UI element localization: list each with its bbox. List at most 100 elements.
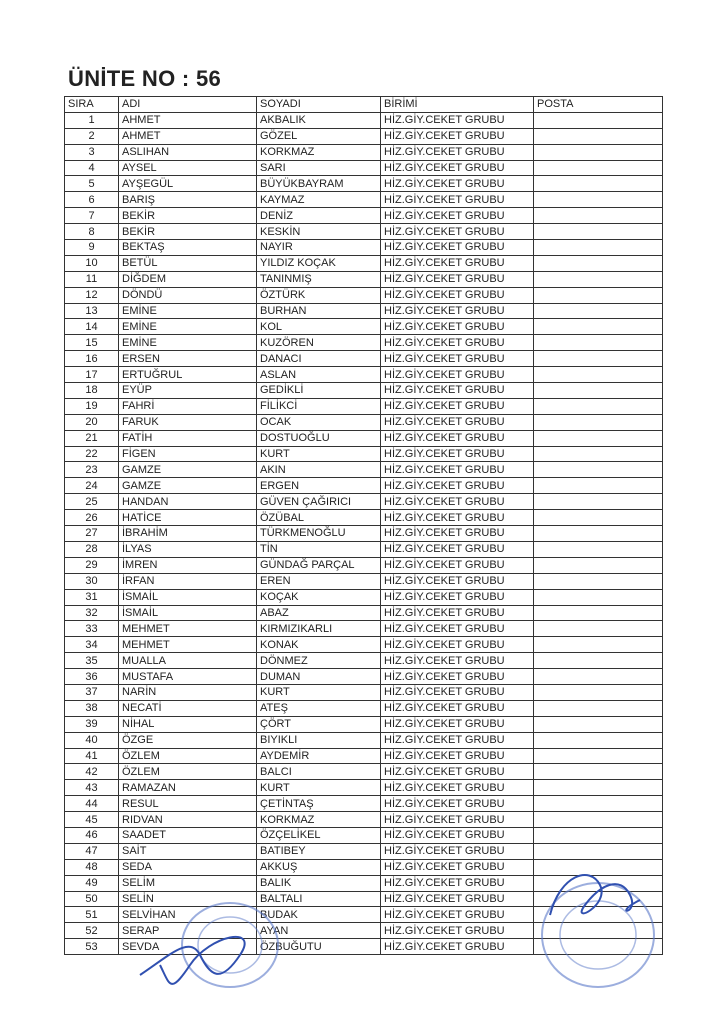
soyadi-cell: KOL (256, 318, 381, 336)
sira-cell: 31 (64, 588, 119, 606)
soyadi-cell: SARI (256, 159, 381, 177)
posta-cell (533, 604, 663, 622)
soyadi-cell: ASLAN (256, 366, 381, 384)
posta-cell (533, 906, 663, 924)
posta-cell (533, 429, 663, 447)
birimi-cell: HİZ.GİY.CEKET GRUBU (380, 191, 534, 209)
sira-cell: 29 (64, 556, 119, 574)
sira-cell: 5 (64, 175, 119, 193)
posta-cell (533, 747, 663, 765)
adi-cell: GAMZE (118, 461, 257, 479)
sira-cell: 50 (64, 890, 119, 908)
soyadi-cell: AYAN (256, 922, 381, 940)
sira-cell: 41 (64, 747, 119, 765)
table-row: 8 BEKİR KESKİN HİZ.GİY.CEKET GRUBU (64, 223, 663, 241)
posta-cell (533, 254, 663, 272)
adi-cell: SELİN (118, 890, 257, 908)
birimi-cell: HİZ.GİY.CEKET GRUBU (380, 445, 534, 463)
adi-cell: SELİM (118, 874, 257, 892)
posta-cell (533, 302, 663, 320)
sira-cell: 47 (64, 842, 119, 860)
table-row: 3 ASLIHAN KORKMAZ HİZ.GİY.CEKET GRUBU (64, 143, 663, 161)
birimi-cell: HİZ.GİY.CEKET GRUBU (380, 731, 534, 749)
birimi-cell: HİZ.GİY.CEKET GRUBU (380, 540, 534, 558)
soyadi-cell: NAYIR (256, 239, 381, 256)
posta-cell (533, 397, 663, 415)
table-row: 27 İBRAHİM TÜRKMENOĞLU HİZ.GİY.CEKET GRUBU (64, 525, 663, 542)
adi-cell: NİHAL (118, 715, 257, 733)
header-posta: POSTA (533, 96, 663, 113)
soyadi-cell: DÖNMEZ (256, 652, 381, 670)
posta-cell (533, 509, 663, 527)
adi-cell: EYÜP (118, 382, 257, 399)
posta-cell (533, 413, 663, 431)
posta-cell (533, 540, 663, 558)
table-row: 6 BARIŞ KAYMAZ HİZ.GİY.CEKET GRUBU (64, 191, 663, 209)
posta-cell (533, 445, 663, 463)
posta-cell (533, 556, 663, 574)
soyadi-cell: DANACI (256, 350, 381, 368)
table-row: 25 HANDAN GÜVEN ÇAĞIRICI HİZ.GİY.CEKET GRUB… (64, 493, 663, 511)
birimi-cell: HİZ.GİY.CEKET GRUBU (380, 572, 534, 590)
soyadi-cell: AKIN (256, 461, 381, 479)
soyadi-cell: DOSTUOĞLU (256, 429, 381, 447)
sira-cell: 15 (64, 334, 119, 352)
table-row: 12 DÖNDÜ ÖZTÜRK HİZ.GİY.CEKET GRUBU (64, 286, 663, 304)
soyadi-cell: KUZÖREN (256, 334, 381, 352)
table-row: 41 ÖZLEM AYDEMİR HİZ.GİY.CEKET GRUBU (64, 747, 663, 765)
soyadi-cell: KONAK (256, 636, 381, 654)
soyadi-cell: KURT (256, 683, 381, 701)
sira-cell: 27 (64, 525, 119, 542)
sira-cell: 16 (64, 350, 119, 368)
table-row: 38 NECATİ ATEŞ HİZ.GİY.CEKET GRUBU (64, 699, 663, 717)
posta-cell (533, 874, 663, 892)
sira-cell: 18 (64, 382, 119, 399)
table-row: 5 AYŞEGÜL BÜYÜKBAYRAM HİZ.GİY.CEKET GRUBU (64, 175, 663, 193)
table-row: 11 DİĞDEM TANINMIŞ HİZ.GİY.CEKET GRUBU (64, 270, 663, 288)
soyadi-cell: KORKMAZ (256, 811, 381, 828)
birimi-cell: HİZ.GİY.CEKET GRUBU (380, 683, 534, 701)
table-row: 31 İSMAİL KOÇAK HİZ.GİY.CEKET GRUBU (64, 588, 663, 606)
birimi-cell: HİZ.GİY.CEKET GRUBU (380, 890, 534, 908)
soyadi-cell: KAYMAZ (256, 191, 381, 209)
birimi-cell: HİZ.GİY.CEKET GRUBU (380, 429, 534, 447)
sira-cell: 34 (64, 636, 119, 654)
sira-cell: 42 (64, 763, 119, 781)
posta-cell (533, 207, 663, 225)
posta-cell (533, 938, 663, 956)
soyadi-cell: BATIBEY (256, 842, 381, 860)
birimi-cell: HİZ.GİY.CEKET GRUBU (380, 143, 534, 161)
adi-cell: MEHMET (118, 636, 257, 654)
adi-cell: MEHMET (118, 620, 257, 638)
adi-cell: SAADET (118, 826, 257, 844)
soyadi-cell: KURT (256, 445, 381, 463)
adi-cell: ÖZGE (118, 731, 257, 749)
sira-cell: 33 (64, 620, 119, 638)
posta-cell (533, 842, 663, 860)
sira-cell: 7 (64, 207, 119, 225)
adi-cell: İRFAN (118, 572, 257, 590)
soyadi-cell: KOÇAK (256, 588, 381, 606)
sira-cell: 30 (64, 572, 119, 590)
adi-cell: İBRAHİM (118, 525, 257, 542)
adi-cell: ASLIHAN (118, 143, 257, 161)
adi-cell: SEDA (118, 858, 257, 876)
soyadi-cell: EREN (256, 572, 381, 590)
sira-cell: 49 (64, 874, 119, 892)
birimi-cell: HİZ.GİY.CEKET GRUBU (380, 350, 534, 368)
adi-cell: BEKİR (118, 223, 257, 241)
birimi-cell: HİZ.GİY.CEKET GRUBU (380, 239, 534, 256)
posta-cell (533, 461, 663, 479)
table-row: 40 ÖZGE BIYIKLI HİZ.GİY.CEKET GRUBU (64, 731, 663, 749)
table-row: 35 MUALLA DÖNMEZ HİZ.GİY.CEKET GRUBU (64, 652, 663, 670)
table-row: 33 MEHMET KIRMIZIKARLI HİZ.GİY.CEKET GRUBU (64, 620, 663, 638)
soyadi-cell: BIYIKLI (256, 731, 381, 749)
table-row: 13 EMİNE BURHAN HİZ.GİY.CEKET GRUBU (64, 302, 663, 320)
posta-cell (533, 334, 663, 352)
adi-cell: ÖZLEM (118, 763, 257, 781)
table-row: 15 EMİNE KUZÖREN HİZ.GİY.CEKET GRUBU (64, 334, 663, 352)
table-row: 29 İMREN GÜNDAĞ PARÇAL HİZ.GİY.CEKET GRUBU (64, 556, 663, 574)
birimi-cell: HİZ.GİY.CEKET GRUBU (380, 715, 534, 733)
soyadi-cell: KORKMAZ (256, 143, 381, 161)
birimi-cell: HİZ.GİY.CEKET GRUBU (380, 477, 534, 495)
